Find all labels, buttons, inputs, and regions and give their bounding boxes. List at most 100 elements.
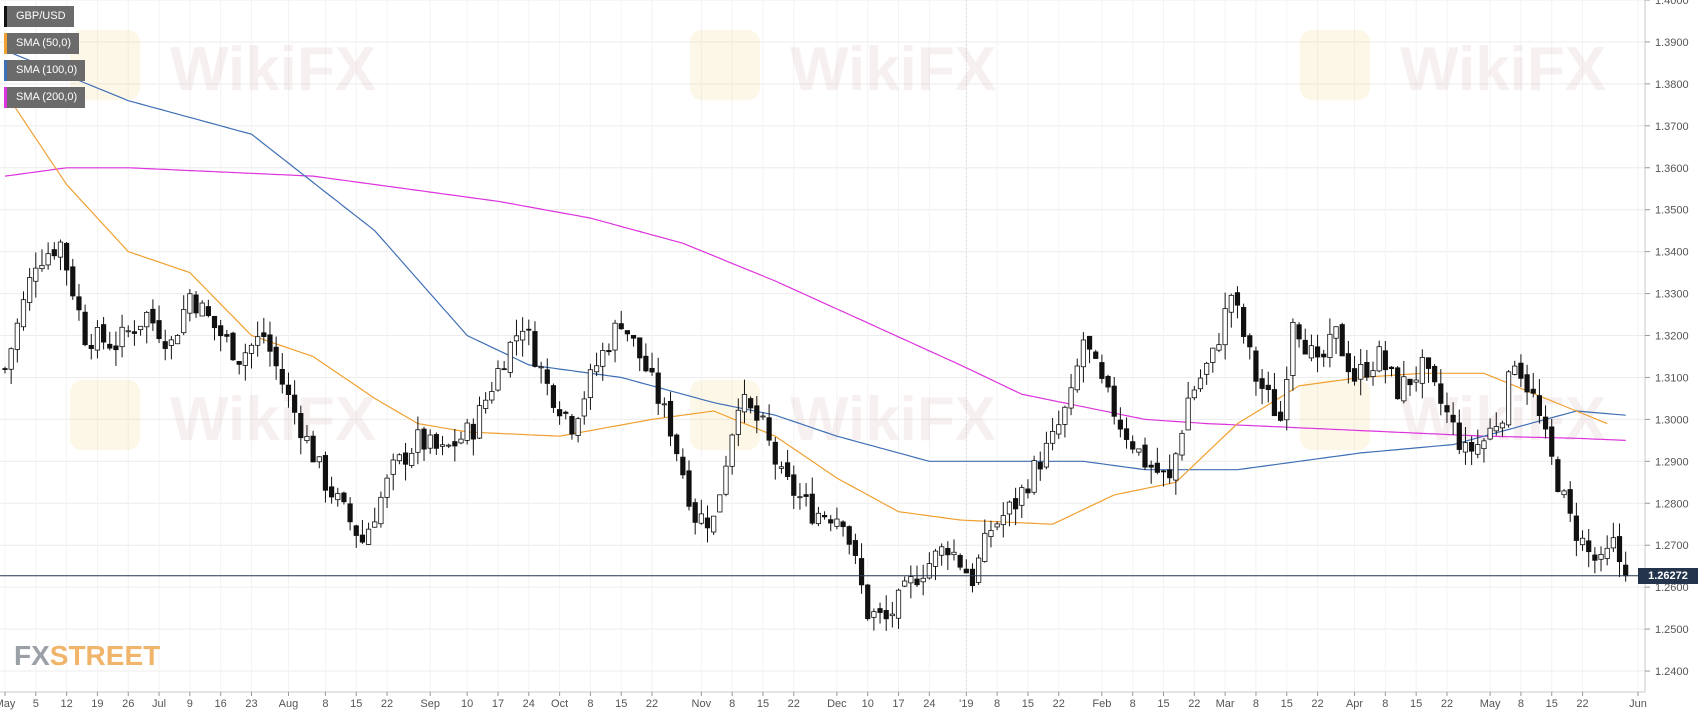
candle-body: [427, 434, 433, 449]
candle-body: [359, 534, 366, 543]
candle-body: [1277, 411, 1284, 421]
candle-body: [273, 346, 279, 367]
candle-body: [125, 330, 131, 333]
candle-body: [988, 530, 994, 537]
watermark-logo: [1300, 380, 1370, 450]
candle-body: [1382, 350, 1388, 371]
candle-body: [119, 326, 125, 348]
candle-body: [637, 337, 643, 359]
candle-body: [390, 459, 396, 475]
x-tick-label: 22: [1053, 698, 1065, 710]
candle-body: [1395, 367, 1401, 400]
candle-body: [70, 266, 76, 297]
watermark-logo: [690, 30, 760, 100]
candle-body: [1290, 321, 1296, 376]
candle-body: [14, 322, 20, 350]
candle-body: [1339, 324, 1345, 357]
candle-body: [1536, 395, 1543, 417]
candle-body: [193, 294, 199, 314]
candle-body: [1512, 365, 1518, 375]
candle-body: [433, 434, 439, 449]
legend-swatch: [4, 33, 7, 54]
candle-body: [791, 474, 797, 496]
candle-body: [1271, 389, 1278, 417]
candle-body: [858, 558, 865, 586]
candle-body: [483, 399, 489, 409]
candle-body: [1136, 448, 1142, 453]
candle-body: [298, 413, 304, 439]
candle-body: [88, 345, 94, 349]
legend-item-sma50[interactable]: SMA (50,0): [4, 33, 80, 54]
candle-body: [1173, 453, 1179, 481]
x-tick-label: 17: [492, 698, 504, 710]
candle-body: [402, 452, 409, 465]
candle-body: [643, 355, 649, 372]
candle-body: [741, 394, 748, 413]
candle-body: [27, 277, 33, 303]
candle-body: [760, 415, 766, 418]
candle-body: [1296, 324, 1302, 340]
legend-label: GBP/USD: [16, 10, 66, 22]
legend: GBP/USD SMA (50,0) SMA (100,0) SMA (200,…: [4, 6, 86, 114]
candle-body: [255, 336, 261, 346]
grid: [0, 0, 1645, 692]
candle-body: [328, 486, 335, 498]
candle-body: [754, 405, 760, 421]
candle-body: [1493, 426, 1499, 432]
candle-body: [649, 367, 655, 373]
candle-body: [100, 324, 107, 343]
legend-item-gbpusd[interactable]: GBP/USD: [4, 6, 74, 27]
candle-body: [181, 309, 187, 334]
candle-body: [1616, 536, 1623, 563]
legend-item-sma100[interactable]: SMA (100,0): [4, 60, 86, 81]
candle-body: [187, 293, 193, 314]
x-tick-label: 15: [615, 698, 627, 710]
x-tick-label: 22: [1441, 698, 1453, 710]
candle-body: [520, 330, 526, 341]
candle-body: [957, 554, 963, 568]
candle-body: [1234, 292, 1241, 306]
candle-body: [661, 403, 667, 406]
candle-body: [655, 372, 661, 404]
x-tick-label: 5: [33, 698, 39, 710]
candle-body: [1425, 357, 1432, 369]
candle-body: [1099, 362, 1105, 379]
watermark-text: WikiFX: [1400, 35, 1606, 104]
legend-label: SMA (100,0): [16, 64, 78, 76]
candle-body: [846, 526, 852, 545]
watermark-text: WikiFX: [1400, 385, 1606, 454]
x-tick-label: Feb: [1092, 698, 1111, 710]
legend-label: SMA (50,0): [16, 37, 72, 49]
candle-body: [396, 454, 402, 462]
sma100-line: [4, 49, 1626, 471]
x-tick-label: 19: [91, 698, 103, 710]
last-price-label: 1.26272: [1638, 567, 1698, 584]
candle-body: [575, 418, 581, 436]
candle-body: [353, 525, 359, 536]
candle-body: [1524, 374, 1530, 393]
x-tick-label: 10: [461, 698, 473, 710]
candle-body: [421, 428, 427, 450]
candle-body: [513, 335, 520, 342]
candle-body: [1247, 335, 1253, 348]
candle-body: [507, 341, 513, 373]
candle-body: [840, 521, 846, 528]
candle-body: [107, 343, 113, 349]
candle-body: [1567, 489, 1573, 514]
candle-body: [1142, 444, 1148, 468]
x-tick-label: 16: [215, 698, 227, 710]
candle-body: [612, 322, 618, 351]
candle-body: [224, 334, 230, 337]
candle-body: [1111, 385, 1117, 417]
candle-body: [729, 434, 735, 467]
x-tick-label: 22: [788, 698, 800, 710]
x-tick-label: '19: [959, 698, 973, 710]
candle-body: [1598, 554, 1604, 560]
candle-body: [1308, 345, 1314, 359]
candle-body: [1499, 422, 1506, 429]
legend-item-sma200[interactable]: SMA (200,0): [4, 87, 86, 108]
watermark-text: WikiFX: [170, 385, 376, 454]
x-tick-label: Jun: [1629, 698, 1647, 710]
